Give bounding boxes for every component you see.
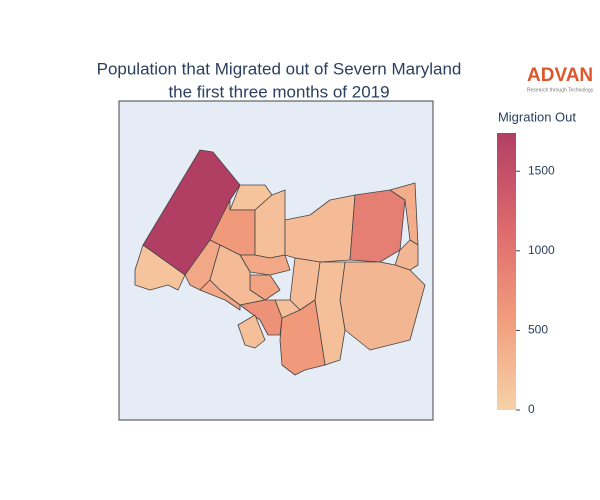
colorbar-tick-label: 1500 xyxy=(528,163,555,177)
region xyxy=(134,244,186,291)
region xyxy=(239,299,283,336)
chart-subtitle: the first three months of 2019 xyxy=(168,82,389,101)
colorbar-tick-label: 1000 xyxy=(528,243,555,257)
chart-title: Population that Migrated out of Severn M… xyxy=(97,59,462,78)
region xyxy=(279,299,326,376)
colorbar-title: Migration Out xyxy=(498,109,576,124)
region xyxy=(237,314,266,349)
region xyxy=(209,244,266,306)
logo: ADVAN xyxy=(527,65,593,86)
region xyxy=(239,254,291,276)
colorbar-tick-label: 0 xyxy=(528,402,535,416)
colorbar-tick-label: 500 xyxy=(528,323,548,337)
colorbar xyxy=(497,133,516,410)
logo-tagline: Research through Technology xyxy=(527,87,594,93)
region xyxy=(349,189,406,263)
